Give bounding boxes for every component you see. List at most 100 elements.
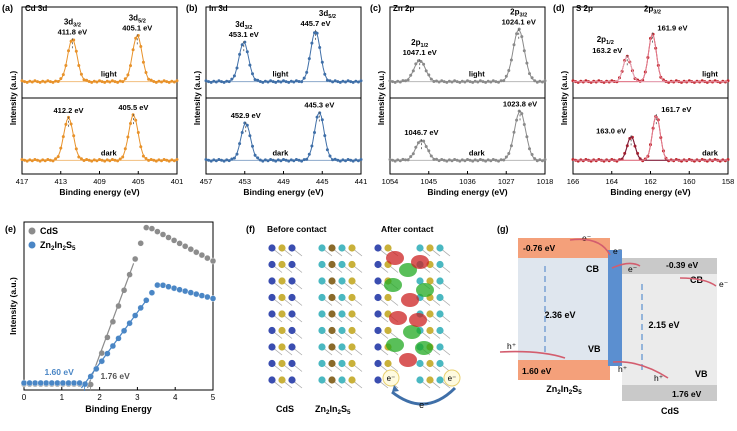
cds-after-atom: [384, 359, 392, 368]
data-point: [54, 157, 58, 161]
data-point: [422, 62, 426, 66]
data-point: [491, 79, 495, 83]
data-point: [440, 79, 444, 83]
data-point: [528, 72, 531, 76]
peak-energy-label: 445.3 eV: [304, 100, 334, 109]
data-point: [404, 158, 407, 162]
data-point: [87, 158, 91, 162]
zis-atom: [328, 260, 336, 269]
x-tick-label: 164: [605, 177, 618, 186]
arrow-head: [392, 385, 399, 392]
panel-label: (b): [186, 3, 198, 13]
data-point: [388, 79, 392, 83]
data-point: [341, 79, 345, 83]
data-point: [525, 61, 529, 65]
interface-layer: [608, 250, 622, 366]
data-point: [165, 283, 172, 290]
data-point: [323, 72, 327, 76]
data-point: [484, 159, 488, 163]
after-title: After contact: [381, 224, 434, 234]
y-axis-label: Intensity (a.u.): [560, 71, 569, 126]
data-point: [406, 78, 410, 82]
x-tick-label: 417: [16, 177, 29, 186]
data-point: [98, 158, 101, 161]
panel-label: (a): [2, 3, 13, 13]
charge-density: [416, 283, 434, 297]
data-point: [471, 80, 475, 84]
data-point: [74, 49, 78, 53]
data-point: [20, 158, 24, 161]
data-point: [220, 158, 223, 162]
zis-atom: [328, 277, 336, 285]
data-point: [450, 80, 454, 84]
cds-after-atom: [374, 359, 382, 368]
data-point: [36, 80, 39, 84]
data-point: [287, 159, 291, 163]
data-point: [187, 289, 195, 296]
data-point: [103, 159, 107, 163]
x-tick-label: 413: [54, 177, 67, 186]
x-tick-label: 160: [683, 177, 696, 186]
data-point: [504, 155, 508, 159]
cds-atom: [288, 359, 296, 368]
data-point: [289, 79, 293, 83]
zis-vb-label: VB: [588, 344, 601, 354]
data-point: [165, 80, 169, 84]
data-point: [212, 158, 216, 162]
peak-energy-label: 163.0 eV: [596, 126, 626, 135]
peak-energy-label: 405.5 eV: [118, 103, 148, 112]
data-point: [222, 80, 226, 84]
x-tick-label: 441: [355, 177, 368, 186]
data-point: [90, 80, 94, 84]
structure-panel: (f) Before contact After contact e⁻ e⁻ e⁻ CdS Z…: [246, 224, 461, 416]
data-point: [160, 159, 163, 163]
data-point: [269, 158, 273, 161]
peak-energy-label: 161.7 eV: [661, 105, 691, 114]
cds-atom: [278, 277, 286, 285]
data-point: [414, 145, 418, 149]
condition-label: dark: [702, 148, 719, 157]
data-point: [227, 159, 231, 163]
data-point: [512, 43, 516, 47]
y-axis-label: Intensity (a.u.): [193, 71, 202, 126]
data-point: [136, 131, 140, 134]
zis-atom: [338, 277, 346, 285]
peak-orbital-label: 3d3/2: [235, 20, 252, 31]
data-point: [134, 118, 138, 122]
axis-frame: [21, 6, 178, 175]
data-point: [509, 58, 513, 62]
cds-atom: [278, 326, 286, 335]
data-point: [266, 159, 270, 163]
data-point: [543, 79, 547, 83]
data-point: [447, 158, 451, 162]
data-point: [509, 144, 513, 148]
peak-orbital-label: 3d5/2: [319, 9, 336, 20]
data-point: [95, 80, 99, 84]
cds-after-atom: [374, 244, 382, 252]
data-point: [458, 159, 462, 163]
data-point: [297, 158, 301, 162]
data-point: [344, 80, 347, 84]
data-point: [455, 80, 459, 84]
data-point: [486, 79, 490, 83]
data-point: [172, 80, 176, 84]
data-point: [248, 63, 252, 67]
peak-energy-label: 1023.8 eV: [503, 99, 537, 108]
data-point: [468, 158, 472, 162]
data-point: [105, 158, 109, 162]
data-point: [416, 59, 420, 63]
data-point: [354, 158, 358, 162]
zis-atom: [338, 326, 346, 335]
data-point: [54, 379, 61, 387]
zis-after-atom: [436, 343, 444, 351]
data-point: [121, 80, 125, 84]
cds-label: CdS: [276, 404, 294, 414]
data-point: [338, 80, 342, 84]
charge-density: [386, 251, 404, 265]
data-point: [416, 141, 420, 145]
data-point: [175, 158, 179, 161]
data-point: [147, 77, 151, 81]
data-point: [129, 64, 132, 68]
data-point: [103, 80, 107, 84]
zis-atom: [318, 376, 326, 384]
